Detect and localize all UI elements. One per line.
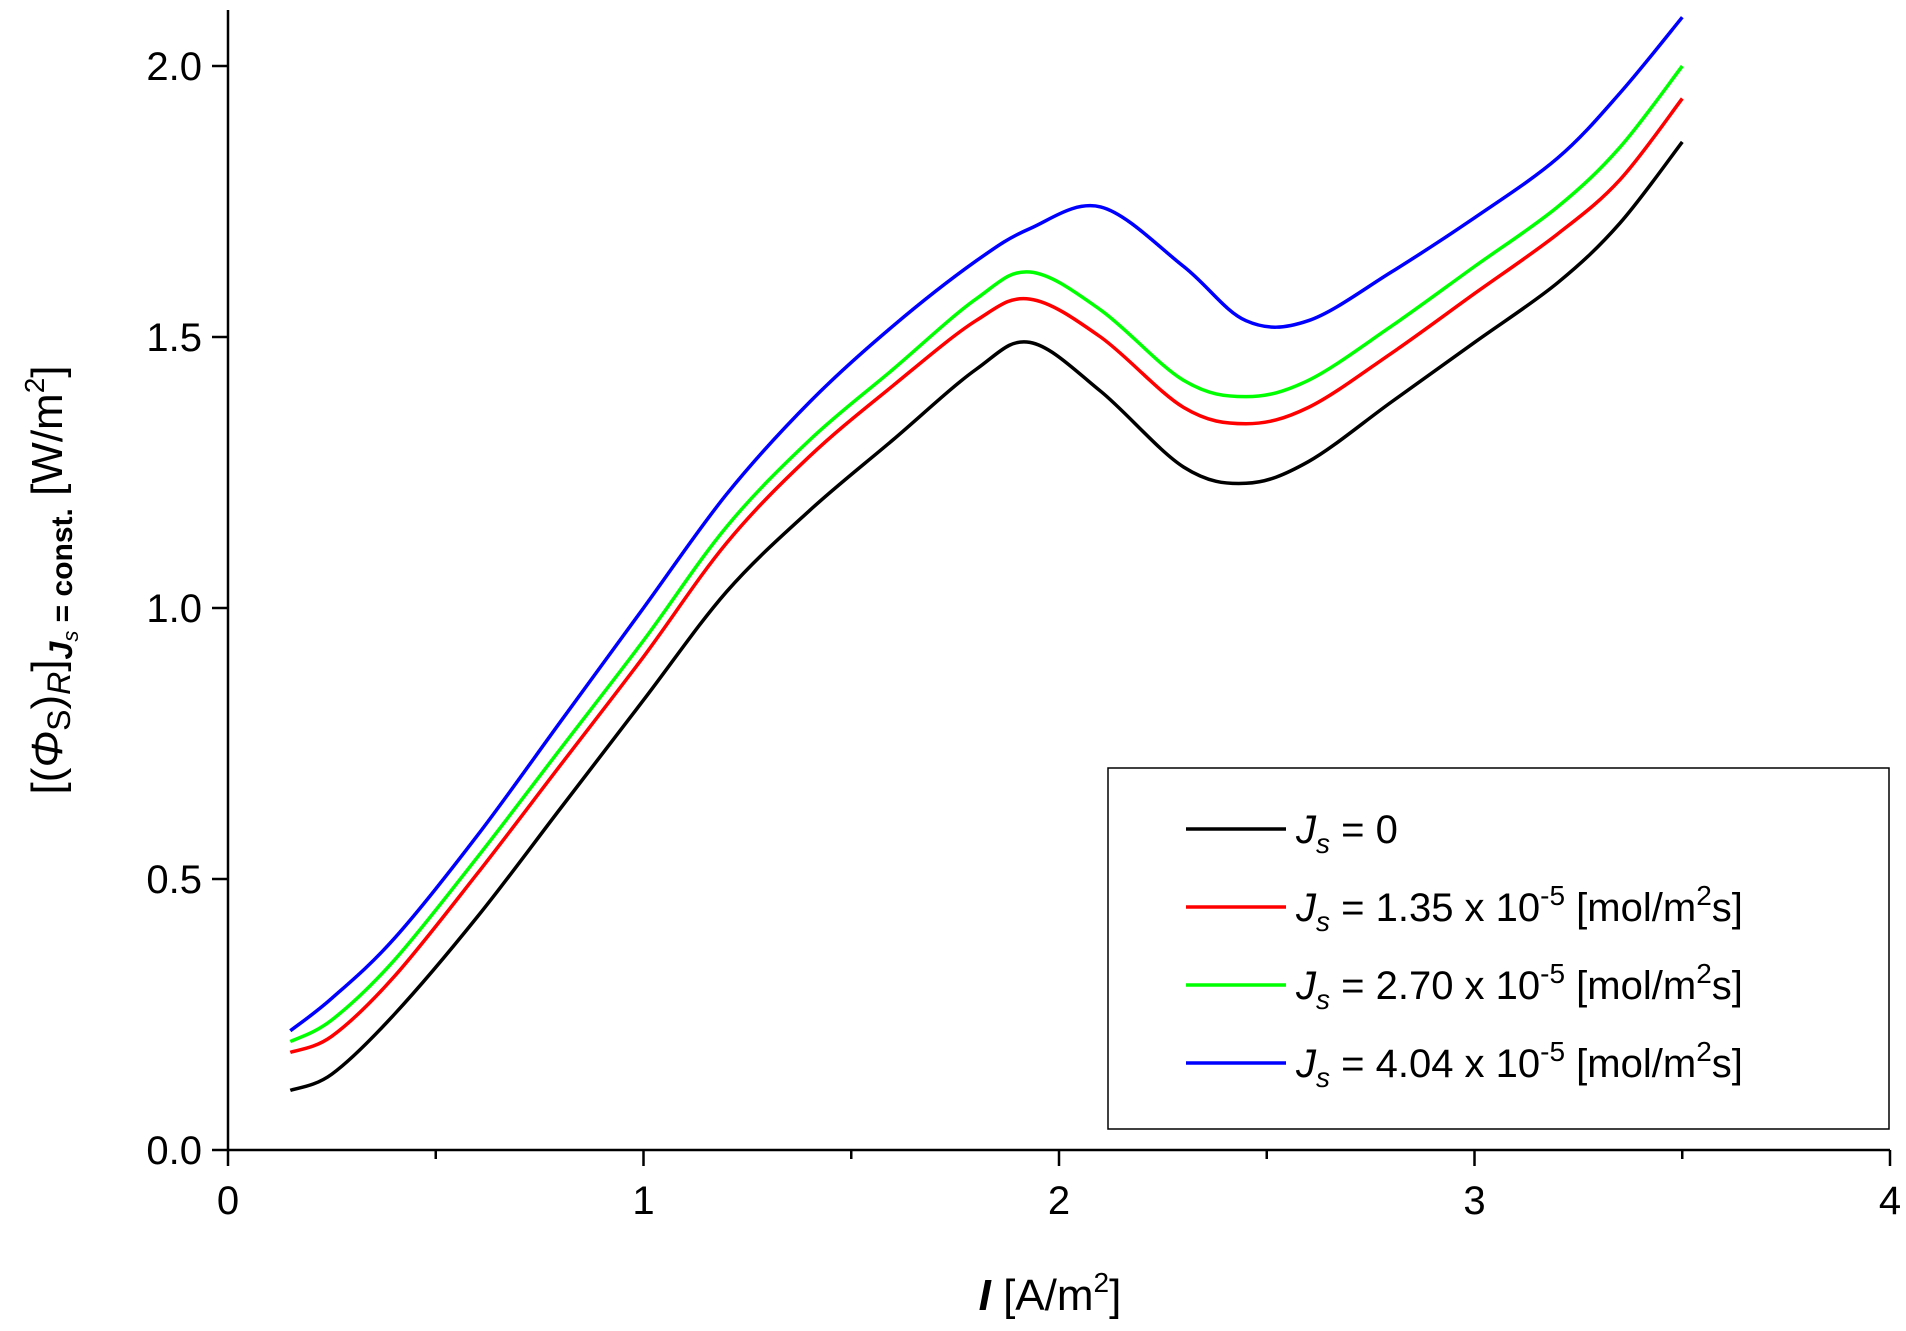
- y-title-js-sub: s: [58, 631, 83, 642]
- x-axis-title: I [A/m2]: [979, 1267, 1122, 1320]
- y-title-phi: Φ: [23, 731, 72, 768]
- legend-label-part: [mol/m: [1565, 964, 1696, 1008]
- y-title-close-bracket: ]: [23, 659, 72, 671]
- legend-label: Js = 0: [1295, 808, 1398, 859]
- legend-label-part: 2: [1696, 880, 1712, 911]
- legend-label-part: s]: [1712, 1042, 1743, 1086]
- legend-label-part: J: [1295, 808, 1317, 852]
- legend-label: Js = 2.70 x 10-5 [mol/m2s]: [1295, 958, 1743, 1015]
- y-title-const: = const.: [46, 508, 79, 631]
- legend-label-part: s: [1316, 984, 1330, 1015]
- legend-label-part: = 2.70 x 10: [1330, 964, 1540, 1008]
- y-title-unit: [W/m: [23, 393, 72, 508]
- legend-label-part: J: [1295, 886, 1317, 930]
- y-tick-label: 0.5: [146, 858, 202, 902]
- legend-label-part: -5: [1540, 880, 1565, 911]
- y-tick-label: 2.0: [146, 45, 202, 89]
- legend-label-part: = 1.35 x 10: [1330, 886, 1540, 930]
- legend-label-part: = 4.04 x 10: [1330, 1042, 1540, 1086]
- y-tick-label: 1.0: [146, 587, 202, 631]
- x-axis-unit-sup: 2: [1094, 1267, 1110, 1298]
- y-title-unit-sup: 2: [19, 378, 50, 394]
- y-title-unit-close: ]: [23, 365, 72, 377]
- legend: Js = 0Js = 1.35 x 10-5 [mol/m2s]Js = 2.7…: [1107, 767, 1890, 1130]
- legend-label-part: [mol/m: [1565, 886, 1696, 930]
- legend-label-part: [mol/m: [1565, 1042, 1696, 1086]
- legend-entries: Js = 0Js = 1.35 x 10-5 [mol/m2s]Js = 2.7…: [1186, 808, 1743, 1093]
- y-tick-label: 0.0: [146, 1129, 202, 1173]
- legend-label-part: s]: [1712, 964, 1743, 1008]
- legend-label-part: 2: [1696, 1036, 1712, 1067]
- y-tick-label: 1.5: [146, 316, 202, 360]
- x-tick-label: 0: [217, 1179, 239, 1223]
- legend-label-part: = 0: [1330, 808, 1398, 852]
- x-tick-label: 3: [1463, 1179, 1485, 1223]
- x-axis-symbol: I: [979, 1271, 992, 1320]
- x-tick-label: 2: [1048, 1179, 1070, 1223]
- legend-label-part: J: [1295, 964, 1317, 1008]
- legend-label-part: -5: [1540, 1036, 1565, 1067]
- legend-label: Js = 1.35 x 10-5 [mol/m2s]: [1295, 880, 1743, 937]
- legend-label-part: J: [1295, 1042, 1317, 1086]
- x-axis-unit-close: ]: [1109, 1271, 1121, 1320]
- legend-label-part: s]: [1712, 886, 1743, 930]
- series-line-js-2-70: [289, 64, 1684, 1044]
- series-line-js-0: [289, 140, 1684, 1093]
- y-title-s-sub: S: [41, 709, 77, 730]
- legend-label-part: -5: [1540, 958, 1565, 989]
- x-tick-label: 4: [1879, 1179, 1901, 1223]
- legend-label: Js = 4.04 x 10-5 [mol/m2s]: [1295, 1036, 1743, 1093]
- y-axis-ticks: 0.0 0.5 1.0 1.5 2.0: [146, 45, 228, 1173]
- legend-entry-js-1-35: Js = 1.35 x 10-5 [mol/m2s]: [1186, 880, 1743, 937]
- series-lines: [289, 16, 1684, 1093]
- legend-entry-js-4-04: Js = 4.04 x 10-5 [mol/m2s]: [1186, 1036, 1743, 1093]
- y-title-r-sub: R: [41, 672, 77, 695]
- legend-label-part: s: [1316, 828, 1330, 859]
- legend-entry-js-2-70: Js = 2.70 x 10-5 [mol/m2s]: [1186, 958, 1743, 1015]
- x-axis-unit: [A/m: [991, 1271, 1094, 1320]
- y-title-open: [(: [23, 767, 72, 794]
- y-axis-title: [(ΦS)R]Js = const. [W/m2]: [19, 365, 83, 794]
- legend-label-part: s: [1316, 906, 1330, 937]
- legend-label-part: s: [1316, 1062, 1330, 1093]
- legend-label-part: 2: [1696, 958, 1712, 989]
- x-axis-ticks: 0 1 2 3 4: [217, 1150, 1901, 1223]
- series-line-js-1-35: [289, 97, 1684, 1055]
- legend-entry-js-0: Js = 0: [1186, 808, 1398, 859]
- y-title-close-paren: ): [23, 695, 72, 710]
- y-title-js: J: [43, 640, 79, 659]
- series-line-js-4-04: [289, 16, 1684, 1033]
- x-tick-label: 1: [632, 1179, 654, 1223]
